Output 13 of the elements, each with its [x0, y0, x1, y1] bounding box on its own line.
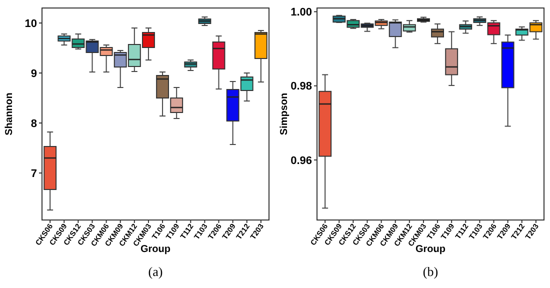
y-axis-title: Simpson [279, 92, 290, 136]
y-tick-label: 0.98 [290, 80, 312, 93]
y-tick-label: 7 [30, 168, 37, 180]
x-axis-title: Group [140, 244, 170, 255]
text: (b) [422, 264, 438, 279]
y-tick-label: 0.96 [290, 154, 312, 167]
text: (a) [148, 264, 163, 279]
x-axis-title: Group [416, 244, 446, 255]
y-tick-label: 1.00 [290, 6, 312, 19]
y-tick-label: 10 [24, 18, 37, 30]
y-axis-title: Shannon [4, 92, 15, 136]
y-tick-label: 9 [30, 68, 37, 80]
y-tick-label: 8 [30, 118, 37, 130]
